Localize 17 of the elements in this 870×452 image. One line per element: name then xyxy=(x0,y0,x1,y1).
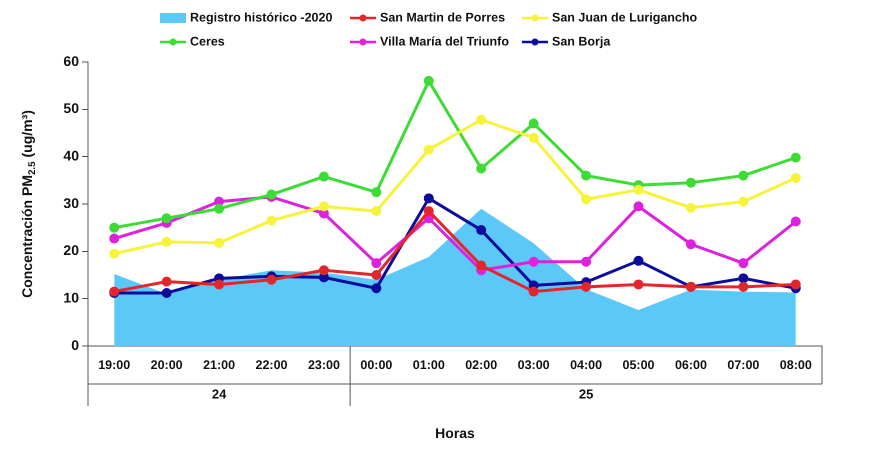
y-tick-label: 10 xyxy=(63,290,80,306)
legend-label: Ceres xyxy=(190,34,225,48)
y-tick-label: 40 xyxy=(63,148,80,164)
y-tick-label: 0 xyxy=(71,336,80,353)
text: 25 xyxy=(578,386,594,402)
legend-label: San Martin de Porres xyxy=(380,10,506,24)
y-tick-label: 30 xyxy=(63,194,80,211)
legend-label: Registro histórico -2020 xyxy=(190,10,332,24)
legend-label: Villa María del Triunfo xyxy=(380,34,510,48)
y-axis-title: Concentración PM2.5 (ug/m³) xyxy=(18,110,38,298)
legend-label: San Borja xyxy=(552,34,612,48)
x-axis-title: Horas xyxy=(435,424,476,441)
y-tick-label: 50 xyxy=(63,100,80,116)
y-tick-label: 20 xyxy=(63,242,80,258)
legend-label: San Juan de Lurigancho xyxy=(552,10,698,24)
y-tick-label: 60 xyxy=(63,52,80,69)
text: 24 xyxy=(212,386,228,402)
